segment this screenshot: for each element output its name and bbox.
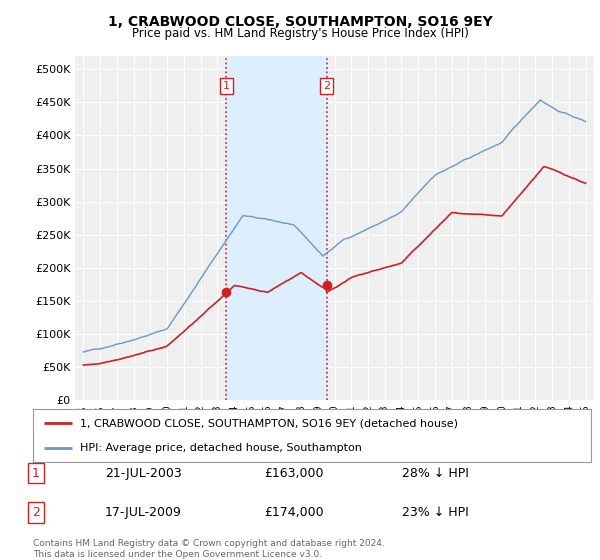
Text: 21-JUL-2003: 21-JUL-2003: [105, 466, 182, 480]
Text: Price paid vs. HM Land Registry's House Price Index (HPI): Price paid vs. HM Land Registry's House …: [131, 27, 469, 40]
Text: HPI: Average price, detached house, Southampton: HPI: Average price, detached house, Sout…: [80, 442, 362, 452]
Text: 23% ↓ HPI: 23% ↓ HPI: [402, 506, 469, 519]
Text: 1, CRABWOOD CLOSE, SOUTHAMPTON, SO16 9EY (detached house): 1, CRABWOOD CLOSE, SOUTHAMPTON, SO16 9EY…: [80, 418, 458, 428]
Bar: [226, 56, 327, 400]
Text: 28% ↓ HPI: 28% ↓ HPI: [402, 466, 469, 480]
Text: 1: 1: [223, 81, 230, 91]
Text: 17-JUL-2009: 17-JUL-2009: [105, 506, 182, 519]
Text: 1, CRABWOOD CLOSE, SOUTHAMPTON, SO16 9EY: 1, CRABWOOD CLOSE, SOUTHAMPTON, SO16 9EY: [107, 15, 493, 29]
Text: 2: 2: [32, 506, 40, 519]
Text: 1: 1: [32, 466, 40, 480]
Text: £163,000: £163,000: [264, 466, 323, 480]
Text: 2: 2: [323, 81, 331, 91]
Text: £174,000: £174,000: [264, 506, 323, 519]
Text: Contains HM Land Registry data © Crown copyright and database right 2024.
This d: Contains HM Land Registry data © Crown c…: [33, 539, 385, 559]
